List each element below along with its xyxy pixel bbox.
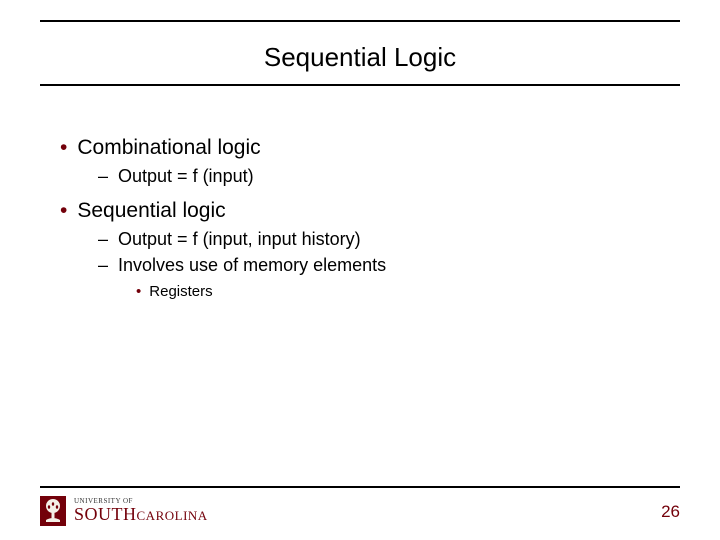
title-rule	[40, 84, 680, 86]
dash-marker-icon: –	[98, 227, 108, 251]
bullet-level1: • Combinational logic	[60, 134, 660, 162]
page-number: 26	[661, 502, 680, 522]
bullet-text: Sequential logic	[77, 197, 225, 225]
bullet-text: Output = f (input)	[118, 164, 254, 188]
logo-south: SOUTH	[74, 504, 137, 524]
page-number-text: 26	[661, 502, 680, 521]
university-logo: UNIVERSITY OF SOUTHCAROLINA	[40, 496, 208, 526]
bullet-level2: – Output = f (input)	[98, 164, 660, 188]
bullet-marker-icon: •	[60, 134, 67, 162]
footer-rule	[40, 486, 680, 488]
logo-tree-icon	[40, 496, 66, 526]
logo-text: UNIVERSITY OF SOUTHCAROLINA	[74, 498, 208, 524]
bullet-level1: • Sequential logic	[60, 197, 660, 225]
bullet-text: Involves use of memory elements	[118, 253, 386, 277]
bullet-marker-icon: •	[60, 197, 67, 225]
slide-title-text: Sequential Logic	[264, 42, 456, 72]
slide-title: Sequential Logic	[0, 42, 720, 73]
slide: Sequential Logic • Combinational logic –…	[0, 0, 720, 540]
logo-southcarolina: SOUTHCAROLINA	[74, 505, 208, 524]
bullet-level2: – Output = f (input, input history)	[98, 227, 660, 251]
dash-marker-icon: –	[98, 164, 108, 188]
bullet-text: Output = f (input, input history)	[118, 227, 361, 251]
bullet-level2: – Involves use of memory elements	[98, 253, 660, 277]
bullet-text: Combinational logic	[77, 134, 260, 162]
top-rule	[40, 20, 680, 22]
logo-carolina: CAROLINA	[137, 508, 208, 523]
bullet-marker-icon: •	[136, 282, 141, 302]
bullet-text: Registers	[149, 282, 212, 302]
dash-marker-icon: –	[98, 253, 108, 277]
content-area: • Combinational logic – Output = f (inpu…	[60, 130, 660, 304]
bullet-level3: • Registers	[136, 282, 660, 302]
